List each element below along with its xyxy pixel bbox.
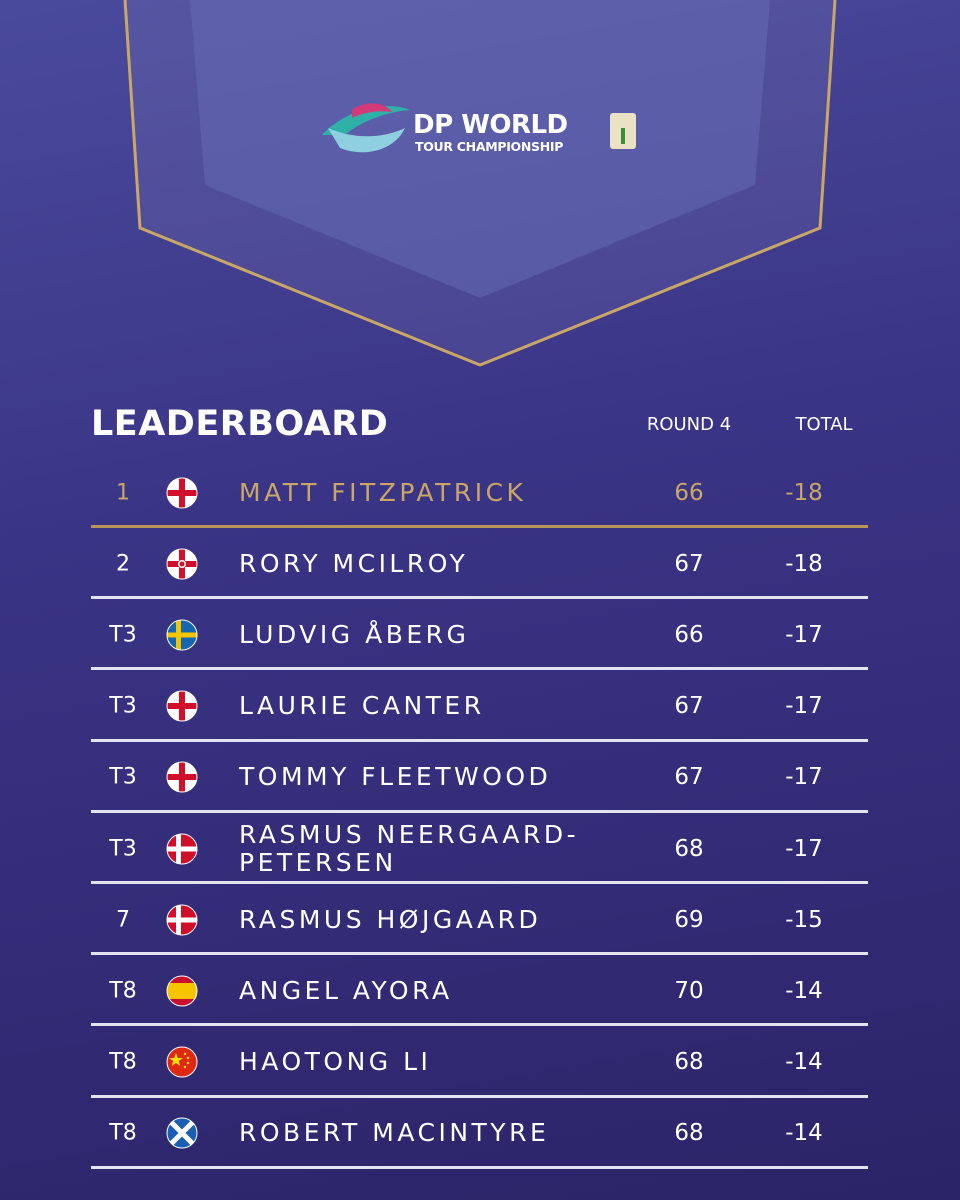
row-divider	[91, 1165, 868, 1169]
player-name: LAURIE CANTER	[239, 691, 485, 721]
leaderboard-row: T3 LAURIE CANTER 67 -17	[91, 671, 868, 742]
row-divider	[91, 809, 868, 813]
total-score: -14	[785, 977, 823, 1004]
player-name: RASMUS HØJGAARD	[239, 904, 542, 934]
country-flag	[166, 477, 198, 508]
leaderboard-row: T3 LUDVIG ÅBERG 66 -17	[91, 599, 868, 671]
leaderboard-title: LEADERBOARD	[91, 404, 389, 444]
country-flag	[166, 833, 198, 864]
row-divider	[91, 952, 868, 956]
row-divider	[91, 667, 868, 671]
round-score: 69	[674, 906, 704, 933]
player-name: RORY MCILROY	[239, 548, 469, 578]
leaderboard-row: T8 HAOTONG LI 68 -14	[91, 1027, 868, 1098]
country-flag	[166, 1046, 198, 1078]
round-score: 66	[674, 621, 704, 648]
round-score: 66	[674, 479, 704, 506]
leaderboard-row: T8 ANGEL AYORA 70 -14	[91, 955, 868, 1027]
player-name: MATT FITZPATRICK	[239, 477, 527, 507]
leaderboard-row: T3 RASMUS NEERGAARD-PETERSEN 68 -17	[91, 813, 868, 884]
total-score: -17	[785, 764, 823, 791]
row-divider	[91, 596, 868, 600]
country-flag	[166, 975, 198, 1007]
total-score: -14	[785, 1049, 823, 1076]
round-score: 67	[674, 693, 704, 720]
player-name: HAOTONG LI	[239, 1047, 432, 1077]
total-score: -14	[785, 1120, 823, 1147]
row-divider	[91, 1094, 868, 1098]
round-score: 67	[674, 550, 704, 577]
total-score: -17	[785, 835, 823, 862]
round-score: 68	[674, 1049, 704, 1076]
country-flag	[166, 761, 198, 793]
leaderboard-row: T8 ROBERT MACINTYRE 68 -14	[91, 1098, 868, 1169]
total-score: -17	[785, 693, 823, 720]
country-flag	[166, 1117, 198, 1149]
row-divider	[91, 881, 868, 884]
country-flag	[166, 904, 198, 936]
round-score: 70	[674, 977, 704, 1004]
total-header: TOTAL	[795, 414, 853, 435]
round-header: ROUND 4	[646, 414, 732, 435]
round-score: 68	[674, 835, 704, 862]
logo-title: DP WORLD	[413, 110, 568, 140]
leaderboard-row: T3 TOMMY FLEETWOOD 67 -17	[91, 742, 868, 813]
country-flag	[166, 690, 198, 722]
leaderboard-row: 7 RASMUS HØJGAARD 69 -15	[91, 884, 868, 956]
player-name: LUDVIG ÅBERG	[239, 619, 470, 649]
round-score: 67	[674, 764, 704, 791]
total-score: -15	[785, 906, 823, 933]
country-flag	[166, 548, 198, 580]
logo-subtitle: TOUR CHAMPIONSHIP	[415, 139, 564, 154]
round-score: 68	[674, 1120, 704, 1147]
row-divider	[91, 1023, 868, 1027]
player-name: TOMMY FLEETWOOD	[239, 762, 552, 792]
leaderboard-row: 1 MATT FITZPATRICK 66 -18	[91, 457, 868, 528]
player-name: RASMUS NEERGAARD-PETERSEN	[239, 819, 580, 877]
total-score: -18	[785, 479, 823, 506]
total-score: -17	[785, 621, 823, 648]
player-name: ROBERT MACINTYRE	[239, 1118, 550, 1148]
row-divider	[91, 738, 868, 742]
player-name: ANGEL AYORA	[239, 975, 453, 1005]
country-flag	[166, 619, 198, 651]
total-score: -18	[785, 550, 823, 577]
row-divider	[91, 525, 868, 528]
leaderboard-row: 2 RORY MCILROY 67 -18	[91, 528, 868, 600]
